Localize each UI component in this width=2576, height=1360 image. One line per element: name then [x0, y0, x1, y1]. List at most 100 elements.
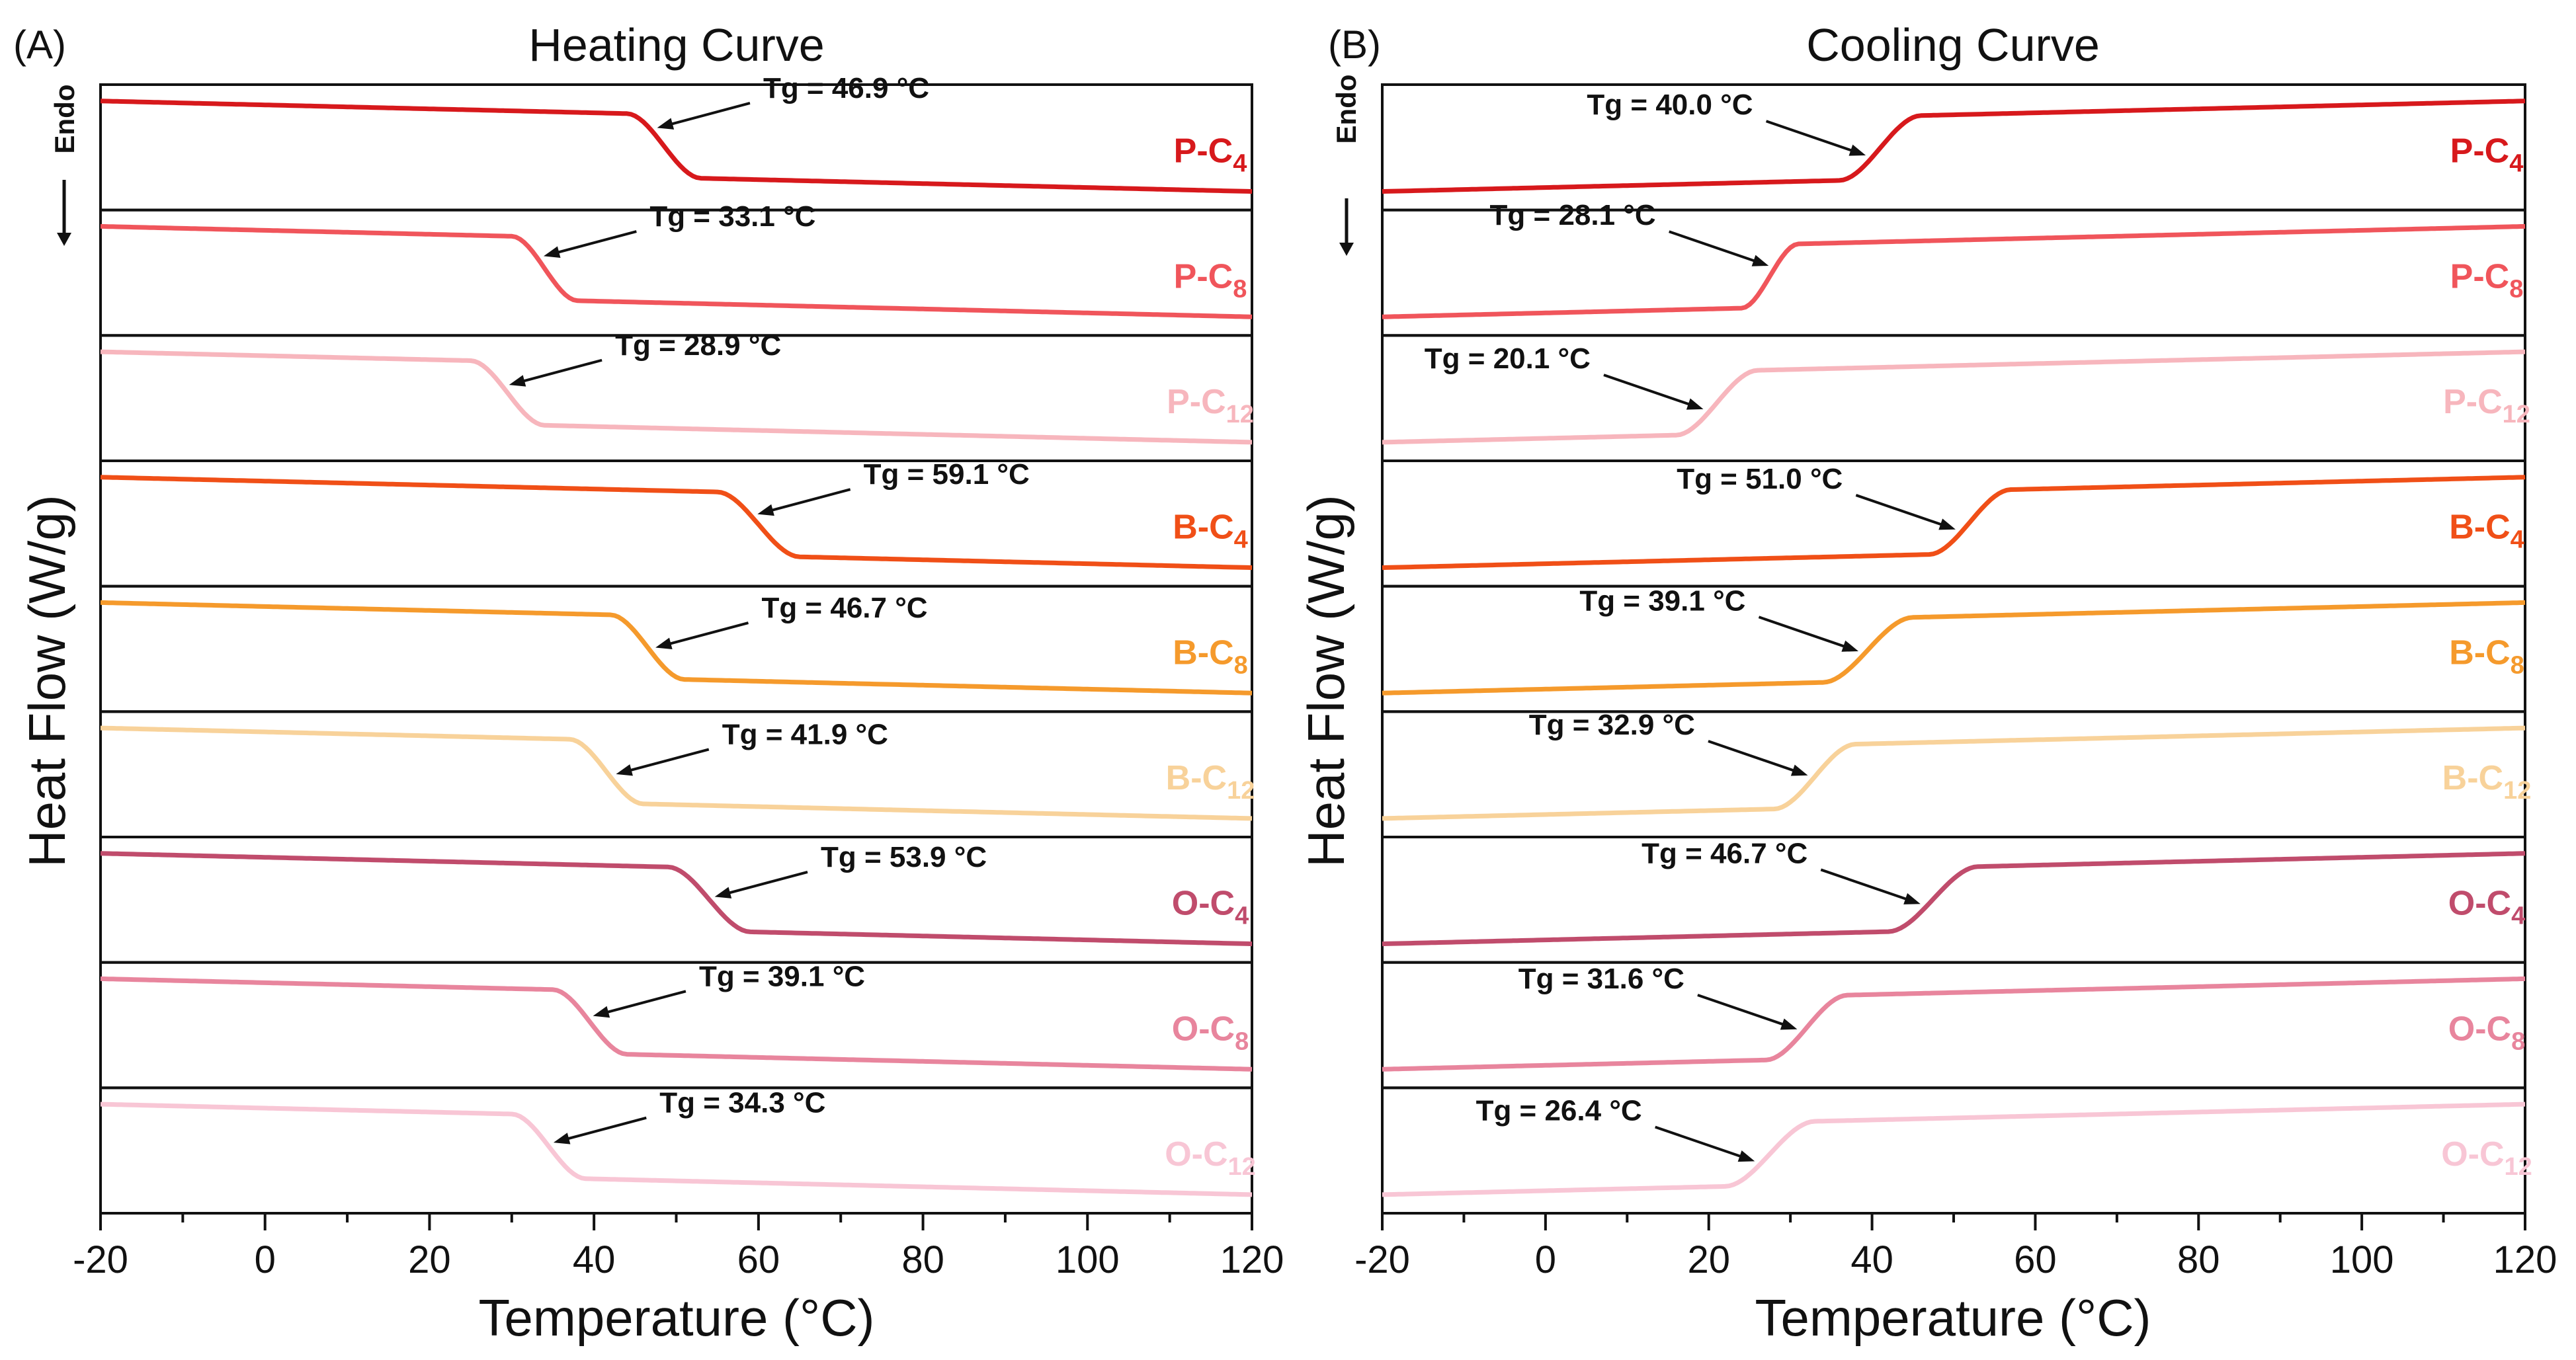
- panel-b-letter: (B): [1328, 22, 1381, 67]
- panel-b-endo-label: Endo: [1331, 75, 1362, 144]
- panel-a-curve-p-c8: [100, 223, 1253, 319]
- panel-a-series-o-c8: Tg = 39.1 °C O-C8: [99, 960, 1253, 1090]
- panel-b-plot: Tg = 40.0 °C P-C4 Tg = 28.1 °C P-C8 Tg = 20.…: [1339, 83, 2557, 1281]
- panel-b-tg-arrowhead: [1751, 255, 1769, 266]
- panel-b-tg-arrow: [1855, 494, 1946, 528]
- panel-b-tg-label: Tg = 20.1 °C: [1425, 342, 1591, 375]
- panel-b-tg-label: Tg = 39.1 °C: [1579, 584, 1745, 617]
- panel-b-x-tick-label: 100: [2330, 1238, 2394, 1281]
- panel-a-tg-label: Tg = 33.1 °C: [649, 200, 815, 233]
- panel-b-x-tick-label: -20: [1354, 1238, 1410, 1281]
- panel-b-tg-arrowhead: [1849, 144, 1866, 156]
- panel-b-series-p-c4: Tg = 40.0 °C P-C4: [1381, 83, 2526, 212]
- panel-a-sample-label: P-C8: [1174, 257, 1247, 303]
- panel-b-tg-label: Tg = 26.4 °C: [1476, 1095, 1642, 1127]
- panel-a-tg-arrow: [767, 488, 851, 513]
- panel-b-sample-label: O-C8: [2448, 1010, 2525, 1055]
- panel-b-curve-o-c12: [1382, 1101, 2526, 1197]
- panel-b-sample-label: P-C12: [2443, 383, 2530, 428]
- panel-b-endo-arrowhead: [1339, 243, 1354, 256]
- panel-a-tg-arrow: [667, 102, 751, 127]
- panel-a-title: Heating Curve: [528, 19, 824, 71]
- panel-a-endo-arrowhead: [57, 233, 71, 246]
- panel-a-tg-label: Tg = 46.9 °C: [763, 72, 929, 104]
- panel-a-series-o-c12: Tg = 34.3 °C O-C12: [99, 1086, 1256, 1215]
- panel-a-tg-arrow: [553, 230, 637, 255]
- panel-a-series-o-c4: Tg = 53.9 °C O-C4: [99, 836, 1253, 964]
- panel-b-x-tick-label: 120: [2493, 1238, 2557, 1281]
- panel-b-tg-arrowhead: [1790, 764, 1808, 776]
- panel-a-tg-arrow: [665, 621, 749, 647]
- panel-b-x-tick-label: 80: [2177, 1238, 2220, 1281]
- panel-a-tg-arrowhead: [616, 764, 633, 776]
- panel-b-tg-arrow: [1655, 1125, 1745, 1160]
- panel-a-x-tick-label: 40: [573, 1238, 616, 1281]
- panel-a-tg-arrowhead: [593, 1006, 610, 1018]
- panel-a-series-b-c12: Tg = 41.9 °C B-C12: [99, 710, 1255, 839]
- panel-a-x-tick-label: -20: [73, 1238, 128, 1281]
- panel-b-tg-arrow: [1758, 616, 1849, 649]
- panel-b-tg-arrowhead: [1903, 893, 1921, 904]
- panel-b-curve-p-c12: [1382, 349, 2526, 445]
- panel-b-x-tick-label: 60: [2014, 1238, 2057, 1281]
- panel-b-tg-arrowhead: [1938, 518, 1956, 530]
- panel-b-curve-o-c4: [1382, 851, 2526, 947]
- panel-b-series-b-c8: Tg = 39.1 °C B-C8: [1381, 584, 2526, 713]
- panel-b-sample-label: B-C8: [2449, 633, 2524, 679]
- panel-b-tg-label: Tg = 51.0 °C: [1677, 463, 1843, 495]
- panel-b-x-tick-label: 40: [1850, 1238, 1893, 1281]
- panel-b-series-p-c8: Tg = 28.1 °C P-C8: [1381, 199, 2526, 337]
- panel-b-tg-label: Tg = 31.6 °C: [1518, 963, 1684, 995]
- panel-b-y-axis-title: Heat Flow (W/g): [1297, 495, 1355, 867]
- panel-b-curve-b-c4: [1382, 475, 2526, 571]
- panel-b-tg-arrow: [1697, 994, 1788, 1027]
- panel-a-series-p-c4: Tg = 46.9 °C P-C4: [99, 72, 1253, 212]
- panel-a-series-p-c8: Tg = 33.1 °C P-C8: [99, 200, 1253, 337]
- panel-b-sample-label: P-C4: [2450, 132, 2524, 178]
- panel-a-y-axis-title: Heat Flow (W/g): [18, 495, 76, 867]
- panel-b-series-b-c4: Tg = 51.0 °C B-C4: [1381, 460, 2526, 588]
- panel-a-curve-o-c12: [100, 1101, 1253, 1197]
- panel-b-sample-label: B-C12: [2442, 759, 2532, 805]
- panel-a-tg-arrowhead: [714, 887, 732, 899]
- panel-b-x-tick-label: 20: [1687, 1238, 1730, 1281]
- panel-a-x-tick-label: 20: [408, 1238, 451, 1281]
- panel-b-tg-arrow: [1765, 120, 1856, 153]
- panel-a-tg-arrow: [602, 990, 686, 1015]
- panel-a-tg-label: Tg = 28.9 °C: [615, 329, 781, 362]
- panel-b-tg-arrow: [1820, 868, 1911, 902]
- panel-b-sample-label: B-C4: [2449, 508, 2524, 554]
- panel-a-letter: (A): [13, 22, 66, 67]
- panel-b-tg-arrow: [1708, 740, 1798, 774]
- panel-b-curve-p-c4: [1382, 99, 2526, 194]
- panel-b-series-o-c12: Tg = 26.4 °C O-C12: [1381, 1086, 2532, 1215]
- panel-a-tg-arrow: [626, 748, 710, 773]
- panel-b-tg-arrow: [1603, 374, 1694, 407]
- panel-a-curve-o-c4: [100, 851, 1253, 947]
- panel-a-x-axis: -20 0 20 40 60 80 100 120: [73, 1213, 1284, 1281]
- panel-a-x-tick-label: 100: [1056, 1238, 1120, 1281]
- panel-a-tg-arrowhead: [655, 637, 673, 649]
- panel-a-tg-label: Tg = 46.7 °C: [761, 592, 927, 624]
- panel-a-tg-label: Tg = 34.3 °C: [659, 1087, 825, 1119]
- panel-b-curve-p-c8: [1382, 223, 2526, 319]
- panel-b-curve-o-c8: [1382, 976, 2526, 1072]
- panel-a-tg-label: Tg = 59.1 °C: [864, 458, 1030, 491]
- panel-a-sample-label: B-C8: [1173, 633, 1248, 679]
- panel-a-curve-p-c12: [100, 349, 1253, 445]
- panel-b-x-axis: -20 0 20 40 60 80 100 120: [1354, 1213, 2557, 1281]
- panel-b-sample-label: O-C12: [2441, 1135, 2532, 1181]
- panel-a-tg-arrow: [724, 870, 808, 896]
- panel-b-tg-arrowhead: [1686, 398, 1704, 410]
- panel-b-x-axis-title: Temperature (°C): [1755, 1289, 2151, 1347]
- panel-b-title: Cooling Curve: [1806, 19, 2100, 71]
- panel-b-tg-arrowhead: [1780, 1018, 1798, 1030]
- panel-a-tg-label: Tg = 41.9 °C: [722, 718, 888, 750]
- panel-a-tg-label: Tg = 39.1 °C: [699, 960, 865, 992]
- panel-b-tg-arrow: [1669, 230, 1759, 264]
- panel-b-series-p-c12: Tg = 20.1 °C P-C12: [1381, 334, 2530, 463]
- panel-a-tg-arrowhead: [543, 246, 561, 258]
- panel-a-tg-label: Tg = 53.9 °C: [821, 841, 987, 873]
- panel-a-tg-arrow: [563, 1116, 647, 1141]
